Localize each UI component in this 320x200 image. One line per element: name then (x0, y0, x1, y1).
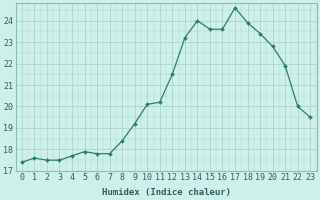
X-axis label: Humidex (Indice chaleur): Humidex (Indice chaleur) (101, 188, 230, 197)
